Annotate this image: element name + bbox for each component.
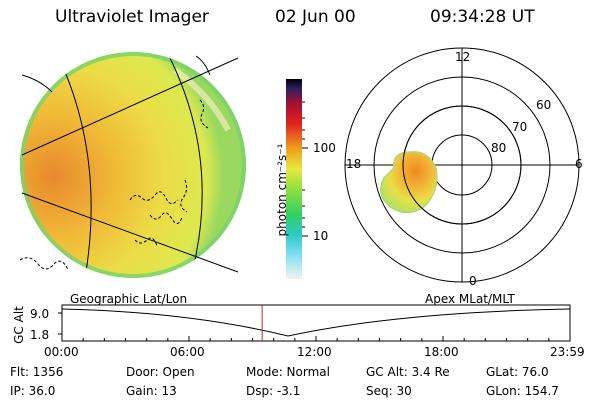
app-title: Ultraviolet Imager <box>55 7 209 27</box>
polar-grid <box>344 47 580 283</box>
time-tick-0000: 00:00 <box>44 345 79 359</box>
timeline-right-title: Apex MLat/MLT <box>425 292 515 306</box>
timeline-ticks <box>61 336 571 341</box>
geo-grid <box>59 57 203 278</box>
time-label: 09:34:28 UT <box>430 7 535 27</box>
lat-label-60: 60 <box>536 98 552 112</box>
timeline-y-bottom: 1.8 <box>30 328 50 342</box>
time-tick-1800: 18:00 <box>424 345 459 359</box>
mlt-label-0: 0 <box>469 274 477 288</box>
timeline-y-top: 9.0 <box>30 307 50 321</box>
time-tick-0600: 06:00 <box>170 345 205 359</box>
colorbar-tick-100: 100 <box>313 141 336 155</box>
timeline-left-title: Geographic Lat/Lon <box>70 292 188 306</box>
info-flt: Flt: 1356 <box>10 365 64 379</box>
info-glon: GLon: 154.7 <box>486 384 559 398</box>
time-tick-2359: 23:59 <box>550 345 585 359</box>
info-mode: Mode: Normal <box>246 365 330 379</box>
auroral-oval <box>380 151 438 214</box>
info-glat: GLat: 76.0 <box>486 365 549 379</box>
info-dsp: Dsp: -3.1 <box>246 384 301 398</box>
colorbar-unit-label: photon cm⁻²s⁻¹ <box>275 143 289 237</box>
info-gain: Gain: 13 <box>126 384 177 398</box>
coastlines <box>19 99 209 271</box>
geo-lat-lines <box>21 55 239 273</box>
info-gcalt: GC Alt: 3.4 Re <box>366 365 450 379</box>
timeline-panel <box>58 304 571 342</box>
timeline-axis-label: GC Alt <box>12 306 26 344</box>
mlt-label-6: 6 <box>575 157 583 171</box>
earth-image <box>20 52 246 278</box>
info-door: Door: Open <box>126 365 195 379</box>
colorbar <box>286 79 302 279</box>
time-tick-1200: 12:00 <box>297 345 332 359</box>
date-label: 02 Jun 00 <box>275 7 356 27</box>
mlt-label-12: 12 <box>455 50 471 64</box>
info-ip: IP: 36.0 <box>10 384 56 398</box>
colorbar-tick-10: 10 <box>313 229 329 243</box>
lat-label-70: 70 <box>512 120 528 134</box>
mlt-label-18: 18 <box>346 157 362 171</box>
colorbar-ticks <box>302 101 308 237</box>
lat-label-80: 80 <box>491 141 507 155</box>
info-seq: Seq: 30 <box>366 384 412 398</box>
